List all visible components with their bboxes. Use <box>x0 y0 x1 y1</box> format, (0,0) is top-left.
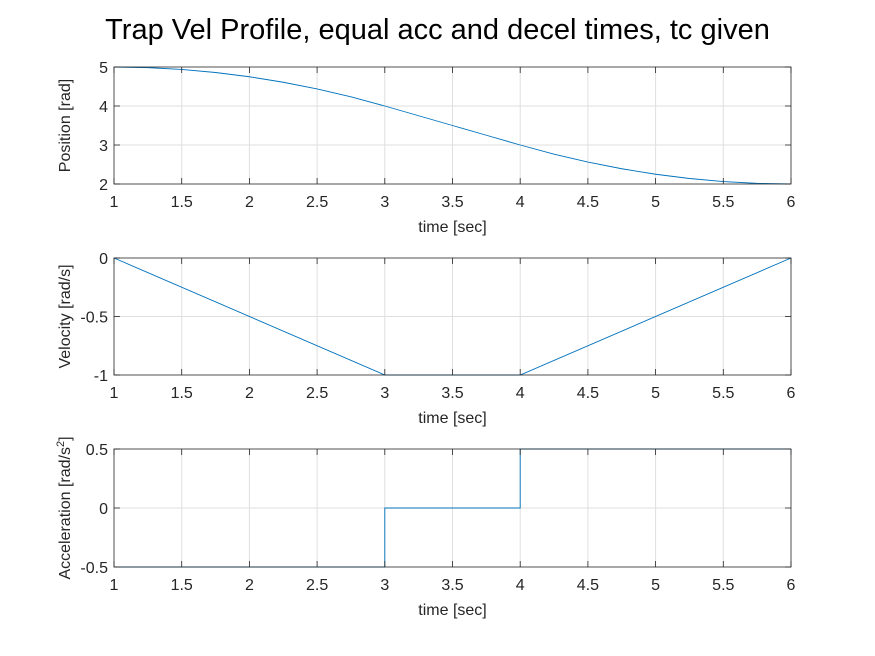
velocity-xtick-label: 5 <box>651 385 660 402</box>
acceleration-xtick-label: 3.5 <box>441 577 463 594</box>
velocity-xtick-label: 2.5 <box>306 385 328 402</box>
velocity-xtick-label: 3 <box>380 385 389 402</box>
velocity-xtick-label: 3.5 <box>441 385 463 402</box>
position-xtick-label: 6 <box>787 194 796 211</box>
velocity-ytick-label: -1 <box>94 368 108 385</box>
position-ytick-label: 4 <box>99 99 108 116</box>
acceleration-xtick-label: 6 <box>787 577 796 594</box>
position-series-line <box>113 66 792 185</box>
velocity-ytick-label: 0 <box>99 251 108 268</box>
acceleration-xtick-label: 4.5 <box>577 577 599 594</box>
acceleration-xtick-label: 4 <box>516 577 525 594</box>
position-ytick-label: 2 <box>99 177 108 194</box>
position-xtick-label: 1 <box>110 194 119 211</box>
position-axes: 1 1.5 2 2.5 3 3.5 4 4.5 5 5.5 6 2 3 4 5 time [sec] Posit… <box>57 60 796 236</box>
position-xtick-label: 5 <box>651 194 660 211</box>
acceleration-ylabel: Acceleration [rad/s2] <box>55 436 74 579</box>
velocity-axes: 1 1.5 2 2.5 3 3.5 4 4.5 5 5.5 6 -1 -0.5 0 time [sec] Ve… <box>57 251 796 427</box>
velocity-xtick-label: 1 <box>110 385 119 402</box>
acceleration-xtick-label: 1 <box>110 577 119 594</box>
acceleration-xtick-label: 1.5 <box>171 577 193 594</box>
acceleration-ytick-label: -0.5 <box>80 560 108 577</box>
velocity-xtick-label: 1.5 <box>171 385 193 402</box>
acceleration-xtick-label: 5 <box>651 577 660 594</box>
velocity-xtick-label: 4 <box>516 385 525 402</box>
position-xtick-label: 4.5 <box>577 194 599 211</box>
acceleration-xtick-label: 3 <box>380 577 389 594</box>
velocity-xlabel: time [sec] <box>418 410 486 427</box>
acceleration-axes: 1 1.5 2 2.5 3 3.5 4 4.5 5 5.5 6 -0.5 0 0.5 time [sec] A… <box>55 436 796 619</box>
position-xlabel: time [sec] <box>418 219 486 236</box>
velocity-ylabel: Velocity [rad/s] <box>57 264 74 368</box>
position-xtick-label: 2.5 <box>306 194 328 211</box>
acceleration-ytick-label: 0 <box>99 501 108 518</box>
velocity-ytick-label: -0.5 <box>80 310 108 327</box>
acceleration-xtick-label: 5.5 <box>712 577 734 594</box>
acceleration-ytick-label: 0.5 <box>86 442 108 459</box>
acceleration-xtick-label: 2.5 <box>306 577 328 594</box>
figure-title: Trap Vel Profile, equal acc and decel ti… <box>105 14 770 46</box>
position-ytick-label: 5 <box>99 60 108 77</box>
velocity-xtick-label: 2 <box>245 385 254 402</box>
velocity-xtick-label: 5.5 <box>712 385 734 402</box>
position-xtick-label: 1.5 <box>171 194 193 211</box>
position-xtick-label: 3 <box>380 194 389 211</box>
acceleration-xlabel: time [sec] <box>418 602 486 619</box>
position-ytick-label: 3 <box>99 138 108 155</box>
acceleration-xtick-label: 2 <box>245 577 254 594</box>
position-xtick-label: 3.5 <box>441 194 463 211</box>
position-ylabel: Position [rad] <box>57 79 74 172</box>
position-xtick-label: 2 <box>245 194 254 211</box>
velocity-xtick-label: 4.5 <box>577 385 599 402</box>
position-xtick-label: 4 <box>516 194 525 211</box>
velocity-xtick-label: 6 <box>787 385 796 402</box>
position-xtick-label: 5.5 <box>712 194 734 211</box>
